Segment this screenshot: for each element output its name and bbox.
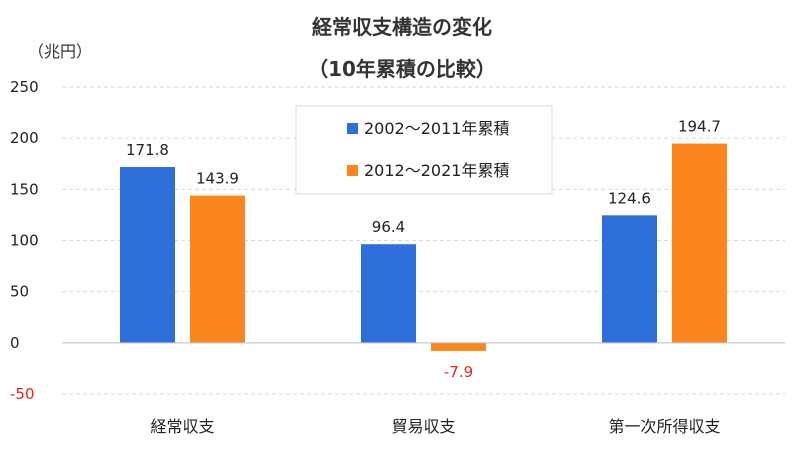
- data-label: 124.6: [608, 189, 651, 207]
- chart-title-line-2: （10年累積の比較）: [308, 57, 496, 81]
- gridlines: [62, 86, 785, 395]
- y-tick-label: 100: [10, 232, 39, 250]
- data-labels: 171.8 143.9 96.4 -7.9 124.6 194.7: [126, 118, 721, 381]
- data-label: 96.4: [372, 218, 405, 236]
- bar: [672, 143, 727, 343]
- axes: -50 0 50 100 150 200 250 経常収支 貿易収支 第一次所得収支: [10, 78, 785, 436]
- x-category-label: 貿易収支: [391, 417, 455, 436]
- legend-swatch-series-2: [347, 165, 358, 176]
- legend-box: [295, 105, 553, 195]
- data-label: 143.9: [196, 170, 239, 188]
- bar: [431, 342, 486, 351]
- y-tick-label: 200: [10, 129, 39, 147]
- x-category-label: 経常収支: [150, 417, 214, 436]
- data-label: 194.7: [678, 118, 721, 136]
- data-label: -7.9: [444, 363, 473, 381]
- bar: [602, 215, 657, 343]
- y-tick-label: -50: [10, 385, 35, 403]
- data-label: 171.8: [126, 141, 169, 159]
- x-category-label: 第一次所得収支: [608, 417, 720, 436]
- bar: [361, 244, 416, 343]
- legend: 2002～2011年累積 2012～2021年累積: [295, 105, 553, 195]
- legend-swatch-series-1: [347, 123, 358, 134]
- y-tick-label: 250: [10, 78, 39, 96]
- legend-label-series-2: 2012～2021年累積: [364, 161, 509, 180]
- y-tick-label: 50: [10, 283, 29, 301]
- y-tick-label: 0: [10, 334, 20, 352]
- y-axis-unit-label: （兆円）: [28, 42, 92, 61]
- y-tick-label: 150: [10, 180, 39, 198]
- bar: [120, 167, 175, 343]
- legend-label-series-1: 2002～2011年累積: [364, 119, 509, 138]
- bar: [190, 195, 245, 343]
- bars: [120, 143, 727, 351]
- chart-title-line-1: 経常収支構造の変化: [312, 15, 492, 39]
